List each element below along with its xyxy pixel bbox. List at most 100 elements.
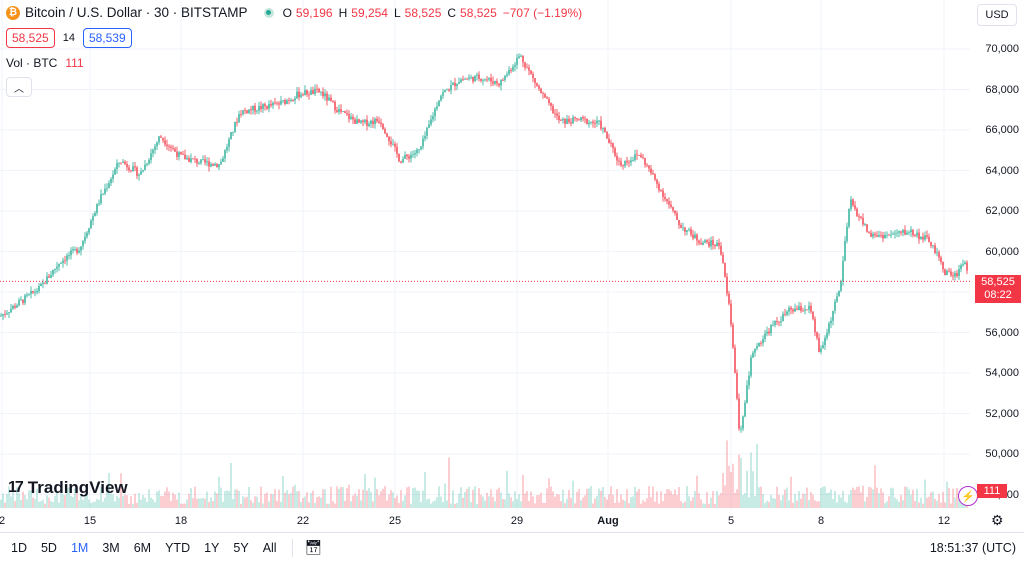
volume-bar [382,488,384,508]
candle-body [394,143,396,147]
range-button-1y[interactable]: 1Y [204,540,220,555]
volume-bar [286,490,288,508]
candle-body [900,231,902,233]
symbol-title[interactable]: Bitcoin / U.S. Dollar · 30 · BITSTAMP [25,5,248,20]
volume-bar [206,491,208,508]
gear-icon[interactable]: ⚙ [991,512,1004,528]
candlestick-chart[interactable] [0,0,970,510]
volume-bar [626,489,628,508]
range-button-ytd[interactable]: YTD [165,540,191,555]
range-button-3m[interactable]: 3M [102,540,120,555]
volume-bar [862,485,864,508]
volume-bar [318,496,320,508]
price-axis[interactable]: 70,00068,00066,00064,00062,00060,00058,0… [970,0,1024,510]
candle-body [132,166,134,172]
volume-bar [910,494,912,508]
volume-bar [574,503,576,508]
candle-body [224,150,226,159]
candle-body [512,66,514,71]
candle-body [492,81,494,84]
volume-bar [872,489,874,508]
candle-body [716,242,718,247]
candle-body [320,91,322,93]
volume-bar [436,497,438,508]
volume-bar [856,486,858,508]
volume-bar [444,483,446,508]
volume-bar [726,440,728,508]
candle-body [764,333,766,340]
buy-price-button[interactable]: 58,539 [82,28,132,48]
volume-bar [504,499,506,508]
volume-bar [930,492,932,508]
calendar-icon[interactable]: 📅︎ [304,539,323,555]
candle-body [796,308,798,311]
volume-bar [52,502,54,508]
volume-bar [288,494,290,508]
collapse-legend-button[interactable]: ︿ [6,77,32,97]
candle-body [222,158,224,162]
volume-bar [330,486,332,508]
range-button-6m[interactable]: 6M [133,540,152,555]
time-axis[interactable]: 2 15 18 22 25 29 Aug 5 8 12 [0,510,970,532]
lightning-icon[interactable]: ⚡ [958,486,978,506]
candle-body [850,199,852,209]
sell-price-button[interactable]: 58,525 [6,28,55,48]
time-axis-label: 29 [510,515,524,527]
range-button-all[interactable]: All [262,540,277,555]
currency-button[interactable]: USD [977,4,1017,26]
price-chart[interactable] [0,0,970,510]
candle-body [942,261,944,270]
volume-bar [918,502,920,508]
candle-body [840,281,842,291]
volume-bar [332,501,334,508]
volume-bar [460,487,462,508]
volume-bar [892,488,894,508]
volume-bar [416,490,418,508]
volume-bar [204,498,206,508]
volume-bar [28,490,30,508]
volume-bar [264,493,266,508]
volume-bar [654,501,656,508]
candle-body [882,235,884,239]
candle-body [140,171,142,175]
candle-body [790,307,792,310]
market-status-icon[interactable] [263,7,274,18]
range-button-1d[interactable]: 1D [11,540,27,555]
candle-body [636,154,638,156]
candle-body [102,193,104,195]
candle-body [44,282,46,284]
volume-bar [714,503,716,508]
range-selector: 1D 5D 1M 3M 6M YTD 1Y 5Y All [0,541,280,555]
volume-legend[interactable]: Vol · BTC 111 [6,56,84,70]
volume-bar [876,487,878,508]
volume-bar [490,489,492,508]
volume-bar [40,501,42,508]
candle-body [822,345,824,349]
candle-body [180,152,182,155]
candle-body [174,148,176,152]
utc-clock[interactable]: 18:51:37 (UTC) [929,540,1016,555]
candle-body [72,249,74,251]
candle-body [462,79,464,81]
volume-bar [608,494,610,508]
range-button-5y[interactable]: 5Y [233,540,249,555]
volume-bar [874,465,876,508]
volume-bar [192,498,194,508]
volume-bar [70,496,72,508]
candle-body [876,235,878,237]
candle-body [602,128,604,129]
tradingview-logo[interactable]: 17 TradingView [8,478,128,498]
candle-body [414,153,416,155]
volume-bar [242,496,244,508]
candle-body [736,372,738,399]
range-button-1m[interactable]: 1M [70,540,89,555]
range-button-5d[interactable]: 5D [40,540,57,555]
candle-body [20,299,22,301]
candle-body [460,79,462,83]
candle-body [908,232,910,233]
candle-body [616,155,618,161]
candle-body [284,100,286,105]
candle-body [450,84,452,91]
volume-bar [936,500,938,508]
candle-body [884,234,886,239]
